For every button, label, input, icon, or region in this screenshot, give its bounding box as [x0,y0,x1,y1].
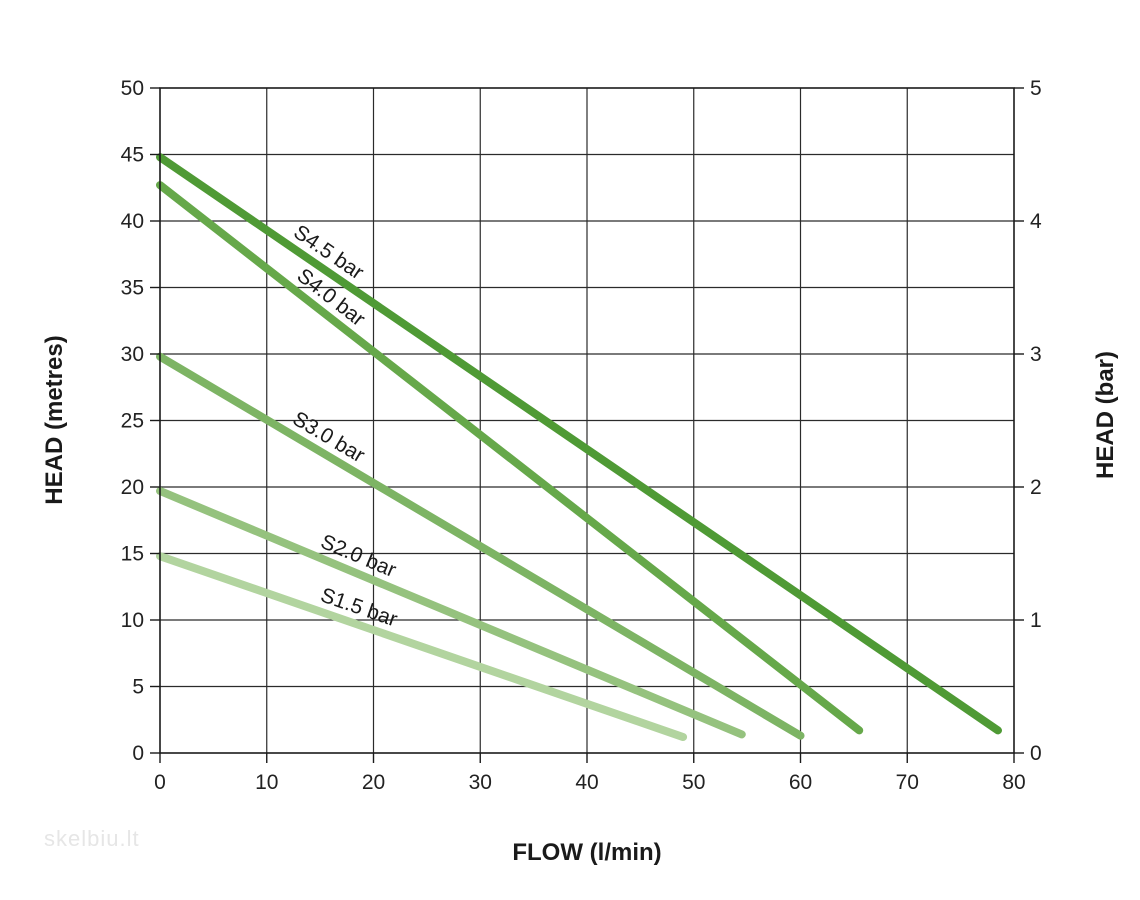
y-tick-label-35: 35 [121,277,144,300]
grid-lines [160,88,1014,753]
y-axis-title: HEAD (metres) [41,335,68,504]
y-tick-label-40: 40 [121,210,144,233]
x-tick-label-70: 70 [896,771,919,794]
x-tick-label-80: 80 [1002,771,1025,794]
series-lines [156,153,1002,742]
y-tick-label-5: 5 [132,676,144,699]
series-line-s4-5-bar [156,153,1002,735]
x-axis-title: FLOW (l/min) [512,839,661,866]
x-tick-label-60: 60 [789,771,812,794]
axes [150,87,1024,763]
y-tick-label-20: 20 [121,476,144,499]
y2-tick-label-4: 4 [1030,210,1042,233]
y-tick-label-10: 10 [121,609,144,632]
watermark: skelbiu.lt [44,826,140,851]
y-tick-label-15: 15 [121,543,144,566]
x-tick-label-30: 30 [469,771,492,794]
series-line-s4-0-bar [156,181,864,735]
x-tick-label-50: 50 [682,771,705,794]
x-tick-label-20: 20 [362,771,385,794]
series-line-s1-5-bar [156,552,688,742]
y-tick-label-45: 45 [121,144,144,167]
y-tick-label-30: 30 [121,343,144,366]
y2-axis-title: HEAD (bar) [1092,351,1119,479]
series-line-s2-0-bar [156,486,746,739]
series-line-s3-0-bar [156,352,805,740]
y-tick-label-0: 0 [132,742,144,765]
y-tick-label-25: 25 [121,410,144,433]
x-tick-label-0: 0 [154,771,166,794]
y2-tick-label-3: 3 [1030,343,1042,366]
y-tick-label-50: 50 [121,77,144,100]
y2-tick-label-2: 2 [1030,476,1042,499]
y2-tick-label-1: 1 [1030,609,1042,632]
y2-tick-label-0: 0 [1030,742,1042,765]
x-tick-label-10: 10 [255,771,278,794]
y2-tick-label-5: 5 [1030,77,1042,100]
tick-labels: 0 10 20 30 40 50 60 70 8005101520253035404550012… [121,77,1042,794]
x-tick-label-40: 40 [575,771,598,794]
